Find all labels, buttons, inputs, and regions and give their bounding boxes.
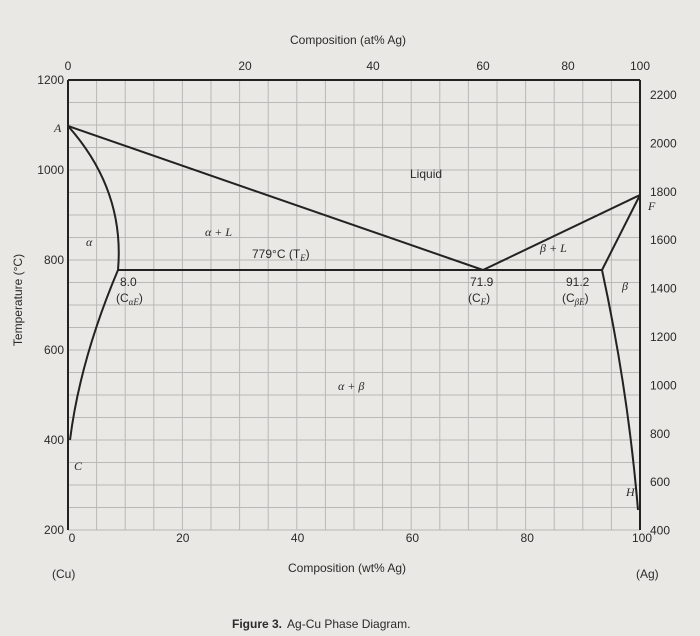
- text: (C: [562, 291, 575, 305]
- grid: [67, 79, 641, 531]
- right-tick-label: 1600: [650, 233, 677, 247]
- region-label: α + L: [205, 225, 232, 239]
- caption-text: Ag-Cu Phase Diagram.: [287, 617, 410, 631]
- composition-value: 71.9: [470, 275, 494, 289]
- left-tick-label: 1000: [37, 163, 64, 177]
- ag-label: (Ag): [636, 567, 659, 581]
- top-tick-label: 0: [65, 59, 72, 73]
- top-tick-label: 40: [366, 59, 380, 73]
- left-ticks: 1200 1000 800 600 400 200: [37, 73, 64, 537]
- left-tick-label: 1200: [37, 73, 64, 87]
- right-tick-label: 400: [650, 524, 670, 538]
- bottom-tick-label: 80: [521, 531, 535, 545]
- liquidus-right: [482, 194, 641, 271]
- left-tick-label: 200: [44, 523, 64, 537]
- right-tick-label: 2200: [650, 88, 677, 102]
- text: ): [585, 291, 589, 305]
- right-tick-label: 1000: [650, 378, 677, 392]
- top-tick-label: 20: [238, 59, 252, 73]
- bottom-tick-label: 40: [291, 531, 305, 545]
- figure-caption: Figure 3. Ag-Cu Phase Diagram.: [232, 617, 410, 631]
- figure-label: Figure 3.: [232, 617, 282, 631]
- region-label: α + β: [338, 379, 364, 393]
- point-label: A: [53, 121, 62, 135]
- composition-label: (CE): [468, 291, 490, 307]
- subscript: βE: [574, 297, 585, 307]
- eutectic-temp: 779°C (TE): [252, 247, 310, 263]
- solvus-left: [69, 269, 119, 441]
- bottom-ticks: 0 20 40 60 80 100: [69, 531, 653, 545]
- text: (C: [468, 291, 481, 305]
- top-tick-label: 60: [476, 59, 490, 73]
- right-tick-label: 1400: [650, 282, 677, 296]
- subscript: E: [299, 253, 306, 263]
- text: ): [139, 291, 143, 305]
- left-tick-label: 600: [44, 343, 64, 357]
- composition-value: 91.2: [566, 275, 590, 289]
- point-label: F: [647, 199, 656, 213]
- bottom-tick-label: 20: [176, 531, 190, 545]
- solvus-right: [601, 269, 639, 511]
- region-label: Liquid: [410, 167, 442, 181]
- composition-label: (CαE): [116, 291, 143, 307]
- top-axis-title: Composition (at% Ag): [290, 33, 406, 47]
- subscript: E: [480, 297, 487, 307]
- point-label: C: [74, 459, 83, 473]
- right-ticks: 2200 2000 1800 1600 1400 1200 1000 800 600 400: [650, 88, 677, 538]
- left-tick-label: 800: [44, 253, 64, 267]
- right-tick-label: 1800: [650, 185, 677, 199]
- left-tick-label: 400: [44, 433, 64, 447]
- right-tick-label: 1200: [650, 330, 677, 344]
- text: ): [486, 291, 490, 305]
- bottom-axis-title: Composition (wt% Ag): [288, 561, 406, 575]
- region-label: α: [86, 235, 93, 249]
- top-tick-label: 100: [630, 59, 650, 73]
- composition-value: 8.0: [120, 275, 137, 289]
- text: ): [306, 247, 310, 261]
- solidus-left: [67, 125, 120, 271]
- composition-label: (CβE): [562, 291, 589, 307]
- region-label: β + L: [539, 241, 567, 255]
- subscript: αE: [129, 297, 140, 307]
- point-label: H: [625, 485, 636, 499]
- top-ticks: 0 20 40 60 80 100: [65, 59, 651, 73]
- liquidus-left: [67, 125, 484, 271]
- region-label: β: [621, 279, 628, 293]
- right-tick-label: 2000: [650, 136, 677, 150]
- cu-label: (Cu): [52, 567, 75, 581]
- text: (C: [116, 291, 129, 305]
- bottom-tick-label: 100: [632, 531, 652, 545]
- solidus-right: [601, 194, 641, 271]
- bottom-tick-label: 60: [406, 531, 420, 545]
- right-tick-label: 800: [650, 427, 670, 441]
- top-tick-label: 80: [561, 59, 575, 73]
- right-tick-label: 600: [650, 475, 670, 489]
- text: 779°C (T: [252, 247, 301, 261]
- left-axis-title: Temperature (°C): [11, 254, 25, 346]
- bottom-tick-label: 0: [69, 531, 76, 545]
